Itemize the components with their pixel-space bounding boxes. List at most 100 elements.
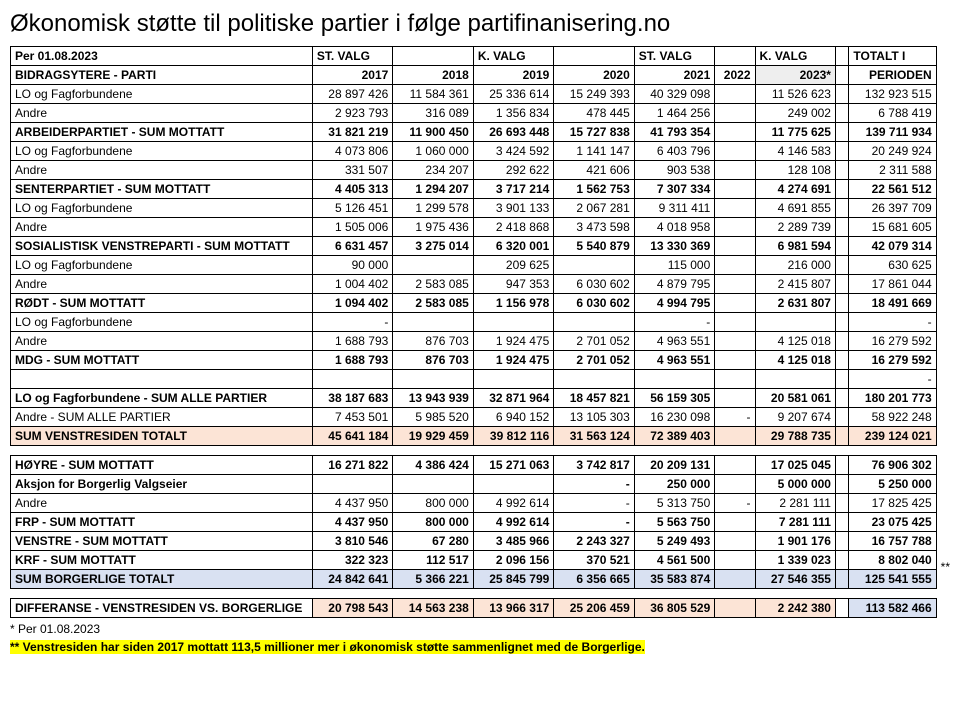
row-total: 58 922 248 xyxy=(849,408,936,427)
cell: 6 631 457 xyxy=(312,237,392,256)
table-row: SOSIALISTISK VENSTREPARTI - SUM MOTTATT6… xyxy=(11,237,937,256)
cell: 40 329 098 xyxy=(634,85,714,104)
cell xyxy=(312,370,392,389)
cell xyxy=(473,475,553,494)
cell: 56 159 305 xyxy=(634,389,714,408)
cell xyxy=(715,256,755,275)
row-label: HØYRE - SUM MOTTATT xyxy=(11,456,313,475)
cell xyxy=(715,161,755,180)
row-total: 17 861 044 xyxy=(849,275,936,294)
row-label: SENTERPARTIET - SUM MOTTATT xyxy=(11,180,313,199)
cell: 5 000 000 xyxy=(755,475,835,494)
row-total: 132 923 515 xyxy=(849,85,936,104)
row-total: 15 681 605 xyxy=(849,218,936,237)
table-row: HØYRE - SUM MOTTATT16 271 8224 386 42415… xyxy=(11,456,937,475)
cell: 903 538 xyxy=(634,161,714,180)
row-total: 42 079 314 xyxy=(849,237,936,256)
cell: - xyxy=(554,475,634,494)
cell: 1 094 402 xyxy=(312,294,392,313)
cell xyxy=(715,294,755,313)
table-row: Andre1 505 0061 975 4362 418 8683 473 59… xyxy=(11,218,937,237)
cell: 322 323 xyxy=(312,551,392,570)
hdr-2023: 2023* xyxy=(755,66,835,85)
row-label: ARBEIDERPARTIET - SUM MOTTATT xyxy=(11,123,313,142)
cell xyxy=(715,532,755,551)
cell: 26 693 448 xyxy=(473,123,553,142)
cell: 2 923 793 xyxy=(312,104,392,123)
cell: 16 271 822 xyxy=(312,456,392,475)
cell: 4 691 855 xyxy=(755,199,835,218)
cell: 39 812 116 xyxy=(473,427,553,446)
row-total: 6 788 419 xyxy=(849,104,936,123)
table-row: FRP - SUM MOTTATT4 437 950800 0004 992 6… xyxy=(11,513,937,532)
cell: 478 445 xyxy=(554,104,634,123)
hdr-total: TOTALT I xyxy=(849,47,936,66)
cell xyxy=(393,313,473,332)
cell: 3 901 133 xyxy=(473,199,553,218)
table-row: SUM VENSTRESIDEN TOTALT45 641 18419 929 … xyxy=(11,427,937,446)
row-total: - xyxy=(849,313,936,332)
cell: 4 437 950 xyxy=(312,494,392,513)
cell: 45 641 184 xyxy=(312,427,392,446)
hdr-period: PERIODEN xyxy=(849,66,936,85)
table-row: - xyxy=(11,370,937,389)
cell xyxy=(393,370,473,389)
cell: 24 842 641 xyxy=(312,570,392,589)
row-label: LO og Fagforbundene xyxy=(11,85,313,104)
cell: 38 187 683 xyxy=(312,389,392,408)
table-row: Aksjon for Borgerlig Valgseier-250 0005 … xyxy=(11,475,937,494)
cell: 25 336 614 xyxy=(473,85,553,104)
cell: 2 242 380 xyxy=(755,599,835,618)
row-total: 180 201 773 xyxy=(849,389,936,408)
hdr-bidrag: BIDRAGSYTERE - PARTI xyxy=(11,66,313,85)
row-label: LO og Fagforbundene - SUM ALLE PARTIER xyxy=(11,389,313,408)
cell: 2 415 807 xyxy=(755,275,835,294)
table-row: Andre331 507234 207292 622421 606903 538… xyxy=(11,161,937,180)
cell: 11 526 623 xyxy=(755,85,835,104)
cell: 421 606 xyxy=(554,161,634,180)
hdr-2019: 2019 xyxy=(473,66,553,85)
row-label: FRP - SUM MOTTATT xyxy=(11,513,313,532)
table-row: Andre4 437 950800 0004 992 614-5 313 750… xyxy=(11,494,937,513)
cell: 1 464 256 xyxy=(634,104,714,123)
cell: 9 207 674 xyxy=(755,408,835,427)
cell xyxy=(715,142,755,161)
cell: 25 206 459 xyxy=(554,599,634,618)
cell: 3 275 014 xyxy=(393,237,473,256)
cell xyxy=(715,570,755,589)
cell: 5 540 879 xyxy=(554,237,634,256)
date-cell: Per 01.08.2023 xyxy=(11,47,313,66)
footnote-1: * Per 01.08.2023 xyxy=(10,622,950,636)
cell: 31 821 219 xyxy=(312,123,392,142)
cell: 19 929 459 xyxy=(393,427,473,446)
cell: 292 622 xyxy=(473,161,553,180)
cell: - xyxy=(715,408,755,427)
hdr-2018: 2018 xyxy=(393,66,473,85)
cell: 2 418 868 xyxy=(473,218,553,237)
row-label: Aksjon for Borgerlig Valgseier xyxy=(11,475,313,494)
cell xyxy=(393,475,473,494)
cell: 2 701 052 xyxy=(554,351,634,370)
row-label: MDG - SUM MOTTATT xyxy=(11,351,313,370)
cell: 6 940 152 xyxy=(473,408,553,427)
cell: 4 963 551 xyxy=(634,332,714,351)
hdr-2017: 2017 xyxy=(312,66,392,85)
cell xyxy=(755,313,835,332)
cell: 7 307 334 xyxy=(634,180,714,199)
row-total: 5 250 000 xyxy=(849,475,936,494)
hdr-kvalg2: K. VALG xyxy=(755,47,835,66)
cell xyxy=(554,313,634,332)
cell: 14 563 238 xyxy=(393,599,473,618)
table-row: LO og Fagforbundene4 073 8061 060 0003 4… xyxy=(11,142,937,161)
table-row: MDG - SUM MOTTATT1 688 793876 7031 924 4… xyxy=(11,351,937,370)
row-label: Andre xyxy=(11,275,313,294)
hdr-2020: 2020 xyxy=(554,66,634,85)
cell: - xyxy=(554,513,634,532)
cell: 3 473 598 xyxy=(554,218,634,237)
row-total: 8 802 040 xyxy=(849,551,936,570)
cell: 13 105 303 xyxy=(554,408,634,427)
cell xyxy=(715,104,755,123)
cell: 2 583 085 xyxy=(393,275,473,294)
cell: 2 583 085 xyxy=(393,294,473,313)
row-label xyxy=(11,370,313,389)
